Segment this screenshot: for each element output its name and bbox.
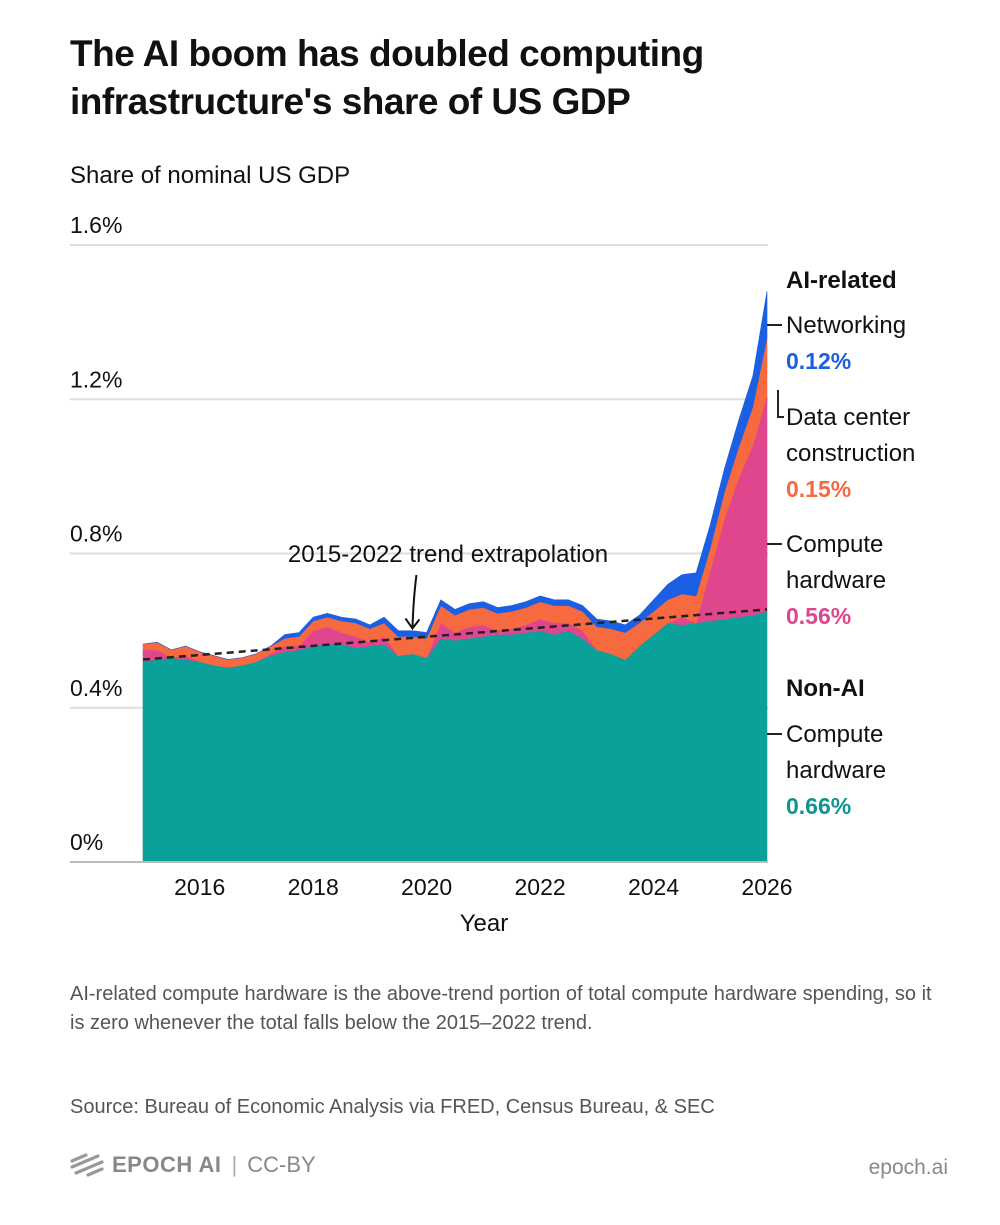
brand-name: EPOCH AI [112, 1152, 222, 1177]
y-tick-label-3: 1.2% [70, 366, 122, 392]
brand-footer: EPOCH AI | CC-BY [70, 1152, 316, 1178]
y-tick-label-1: 0.4% [70, 675, 122, 701]
legend-label-data-center-construction-1-line-1: construction [786, 440, 915, 467]
legend-label-compute-hardware-3-line-0: Compute [786, 721, 883, 748]
legend-value-data-center-construction-1: 0.15% [786, 476, 851, 502]
legend-label-compute-hardware-2-line-0: Compute [786, 531, 883, 558]
x-tick-label-2016: 2016 [174, 874, 225, 900]
legend-heading-non-ai: Non-AI [786, 675, 865, 702]
legend-label-compute-hardware-2-line-1: hardware [786, 567, 886, 594]
annotation-arrow-shaft [411, 574, 418, 629]
chart-title-line-2: infrastructure's share of US GDP [70, 81, 631, 122]
brand-separator: | [231, 1152, 238, 1177]
footnote: AI-related compute hardware is the above… [70, 983, 932, 1034]
y-tick-label-4: 1.6% [70, 212, 122, 238]
legend-label-compute-hardware-3-line-1: hardware [786, 757, 886, 784]
source-note: Source: Bureau of Economic Analysis via … [70, 1096, 715, 1118]
y-axis-title: Share of nominal US GDP [70, 162, 351, 189]
legend-value-compute-hardware-3: 0.66% [786, 793, 851, 819]
legend-value-networking-0: 0.12% [786, 348, 851, 374]
site-link[interactable]: epoch.ai [868, 1156, 948, 1179]
area-networking [142, 291, 768, 660]
chart-title-line-1: The AI boom has doubled computing [70, 33, 704, 74]
leader-data-center [777, 390, 784, 418]
trend-annotation-label: 2015-2022 trend extrapolation [288, 541, 608, 568]
annotation-arrow-head [404, 617, 421, 631]
y-tick-label-2: 0.8% [70, 521, 122, 547]
x-tick-label-2020: 2020 [401, 874, 452, 900]
x-tick-label-2022: 2022 [515, 874, 566, 900]
epoch-stripes-icon [70, 1153, 104, 1177]
legend-label-networking-0-line-0: Networking [786, 312, 906, 339]
y-tick-label-0: 0% [70, 829, 103, 855]
chart-title: The AI boom has doubled computing infras… [70, 30, 930, 126]
legend-label-data-center-construction-1-line-0: Data center [786, 404, 910, 431]
x-tick-label-2024: 2024 [628, 874, 679, 900]
legend-value-compute-hardware-2: 0.56% [786, 603, 851, 629]
trend-extrapolation-line [142, 608, 768, 661]
x-tick-label-2026: 2026 [741, 874, 792, 900]
license-label: CC-BY [247, 1152, 316, 1177]
legend-heading-ai-related: AI-related [786, 267, 897, 294]
x-tick-label-2018: 2018 [288, 874, 339, 900]
x-axis-title: Year [460, 910, 509, 937]
stacked-area-chart: 0% 0.4% 0.8% 1.2% 1.6% 2015-2022 trend extrap… [70, 212, 915, 937]
area-non-ai-compute-hardware [142, 610, 768, 863]
